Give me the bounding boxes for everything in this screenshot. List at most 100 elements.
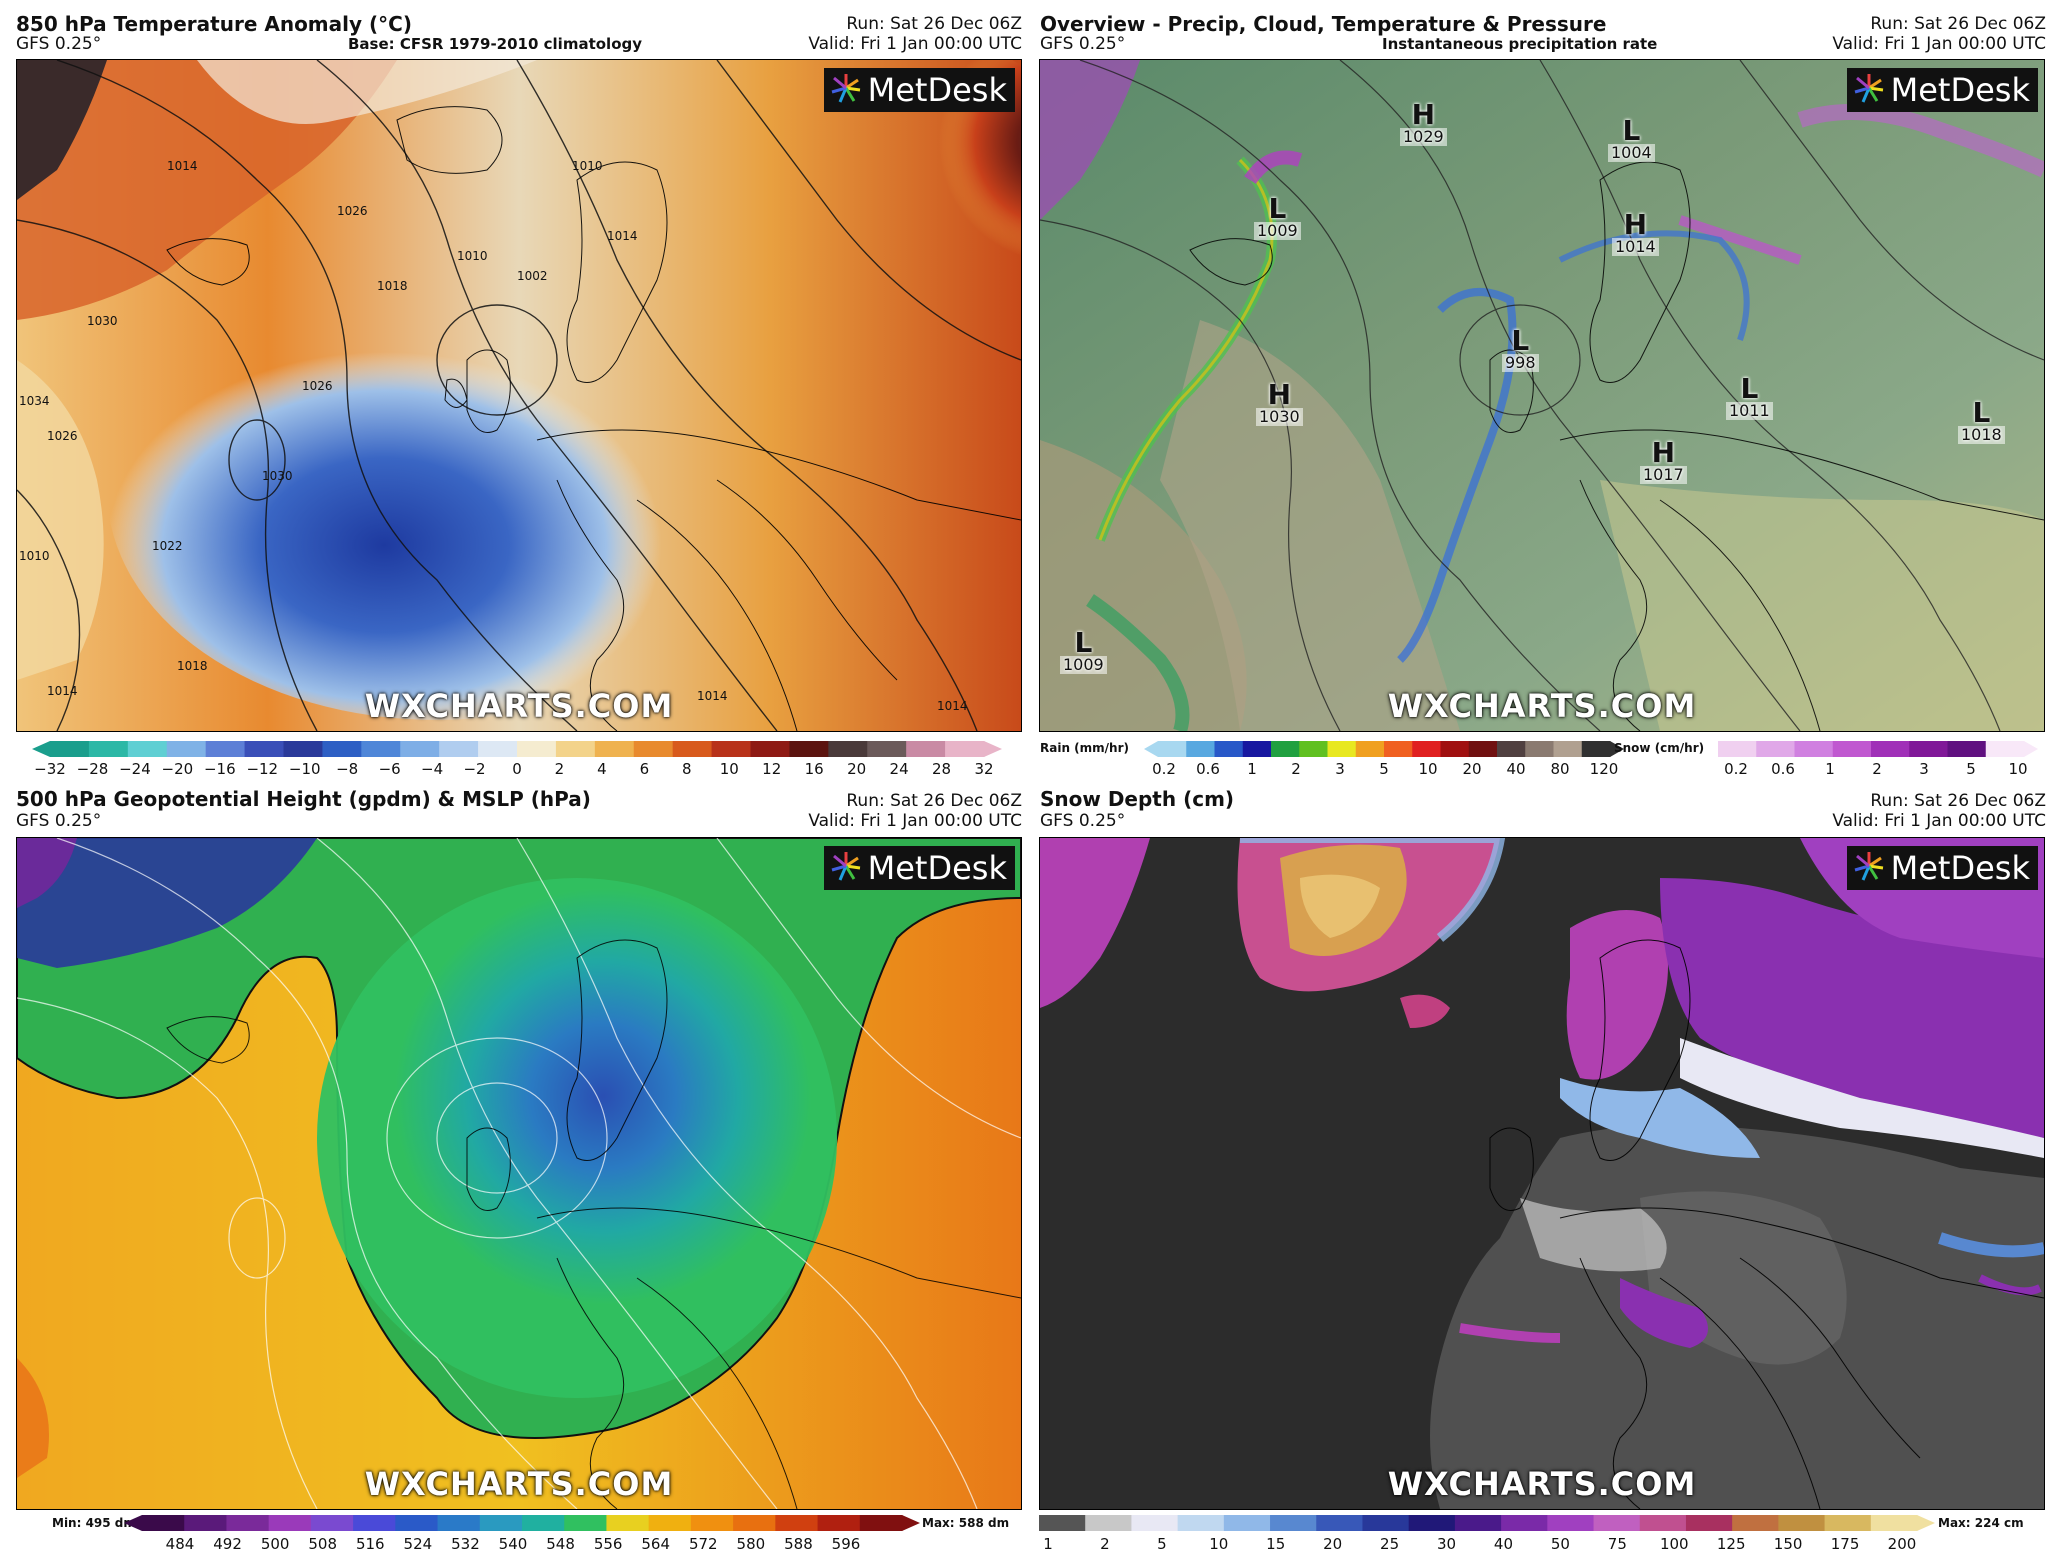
scale-swatch [1412, 741, 1441, 757]
isobar-label: 1022 [152, 539, 183, 553]
scale-tick-label: −10 [288, 760, 321, 778]
scale-tick-label: 10 [1418, 760, 1438, 778]
pressure-center: L 1009 [1060, 629, 1107, 674]
scale-swatch [555, 741, 596, 757]
scale-tick-label: 200 [1887, 1535, 1917, 1553]
scale-tick-label: 6 [639, 760, 650, 778]
scale-tick-label: −24 [119, 760, 151, 778]
metdesk-logo: MetDesk [1846, 68, 2038, 112]
panel-geopotential: 500 hPa Geopotential Height (gpdm) & MSL… [0, 783, 1024, 1566]
scale-tick-label: 28 [931, 760, 952, 778]
panel-title: 850 hPa Temperature Anomaly (°C) [16, 12, 412, 36]
scale-swatch [1299, 741, 1328, 757]
scale-swatch [828, 741, 868, 757]
scale-tick-label: 8 [682, 760, 692, 778]
pressure-type: L [1740, 372, 1759, 405]
isobar-label: 1002 [517, 269, 548, 283]
watermark: WXCHARTS.COM [1387, 1465, 1697, 1503]
isobar-label: 1014 [47, 684, 78, 698]
scale-swatch [361, 741, 401, 757]
scale-swatch [142, 1515, 185, 1531]
metdesk-burst-icon [831, 852, 860, 881]
scale-tick-label: 50 [1550, 1535, 1570, 1553]
scale-bars [1718, 741, 2025, 757]
scale-tick-label: 2 [554, 760, 565, 778]
scale-swatch [522, 1515, 565, 1531]
pressure-type: L [1511, 324, 1530, 357]
run-label: Run: Sat 26 Dec 06Z [846, 791, 1022, 811]
min-label: Min: 495 dm [52, 1516, 136, 1530]
scale-tick-label: 32 [974, 760, 994, 778]
isobar-label: 1014 [167, 159, 198, 173]
overview-map[interactable]: H 1029 L 1004 L 1009 H 1014 L 998 H 1030 L 1011… [1039, 59, 2045, 732]
scale-tick-label: 1 [1247, 760, 1257, 778]
pressure-type: L [1622, 114, 1641, 147]
scale-swatch [1718, 741, 1757, 757]
isobar-label: 1034 [19, 394, 50, 408]
pressure-value: 1029 [1400, 128, 1447, 146]
scale-tick-label: 25 [1380, 1535, 1400, 1553]
scale-swatch [750, 741, 790, 757]
scale-swatch [1327, 741, 1357, 757]
scale-tick-label: 2 [1100, 1535, 1110, 1553]
max-label: Max: 588 dm [922, 1516, 1010, 1530]
scale-tick-label: 30 [1436, 1535, 1457, 1553]
scale-tick-label: 75 [1607, 1535, 1627, 1553]
isobar-label: 1018 [377, 279, 408, 293]
snow-rate-scale-ticks: 0.2 0.6 1 2 3 5 10 [1724, 760, 2027, 780]
scale-swatch [226, 1515, 270, 1531]
scale-tick-label: 492 [213, 1535, 242, 1553]
scale-swatch [1685, 1515, 1733, 1531]
scale-tick-label: −28 [76, 760, 109, 778]
scale-swatch [1270, 1515, 1317, 1531]
scale-swatch [478, 741, 518, 757]
isobar-label: 1026 [302, 379, 333, 393]
scale-swatch [1158, 741, 1187, 757]
scale-tick-label: 540 [498, 1535, 528, 1553]
scale-tick-label: 1 [1825, 760, 1835, 778]
scale-swatch [184, 1515, 227, 1531]
geopotential-scale [124, 1515, 920, 1531]
temperature-map[interactable]: 1014 1026 1030 1034 1026 1010 1014 1018 … [16, 59, 1022, 732]
scale-tick-label: 0.6 [1196, 760, 1220, 778]
geopotential-map[interactable]: MetDesk WXCHARTS.COM [16, 837, 1022, 1510]
scale-arrow-right [984, 741, 1002, 757]
snow-depth-map-graphic [1040, 838, 2044, 1509]
pressure-type: L [1268, 192, 1287, 225]
scale-tick-label: 572 [688, 1535, 718, 1553]
scale-tick-label: 1 [1043, 1535, 1053, 1553]
rain-scale-label: Rain (mm/hr) [1040, 741, 1129, 755]
model-label: GFS 0.25° [16, 34, 102, 54]
pressure-center: H 1030 [1256, 381, 1303, 426]
pressure-type: H [1623, 208, 1648, 241]
snow-depth-map[interactable]: MetDesk WXCHARTS.COM [1039, 837, 2045, 1510]
overview-map-graphic [1040, 60, 2044, 731]
isobar-label: 1014 [697, 689, 728, 703]
pressure-type: L [1972, 396, 1991, 429]
scale-swatch [606, 1515, 650, 1531]
valid-label: Valid: Fri 1 Jan 00:00 UTC [808, 34, 1022, 54]
scale-swatch [648, 1515, 692, 1531]
scale-swatch [1501, 1515, 1548, 1531]
pressure-center: L 1011 [1726, 375, 1773, 420]
scale-swatch [1085, 1515, 1132, 1531]
scale-tick-label: 556 [593, 1535, 623, 1553]
scale-tick-label: 2 [1872, 760, 1882, 778]
logo-text: MetDesk [1890, 71, 2030, 109]
scale-swatch [775, 1515, 819, 1531]
scale-tick-label: 100 [1659, 1535, 1689, 1553]
pressure-type: L [1074, 626, 1093, 659]
scale-tick-label: 20 [1462, 760, 1482, 778]
pressure-type: H [1651, 436, 1676, 469]
scale-arrow-right [1917, 1515, 1935, 1531]
scale-bars [1039, 1515, 1918, 1531]
scale-swatch [1355, 741, 1385, 757]
rain-scale [1144, 741, 1624, 757]
scale-tick-label: 588 [784, 1535, 813, 1553]
scale-arrow-left [124, 1515, 142, 1531]
scale-swatch [1732, 1515, 1779, 1531]
scale-swatch [439, 741, 479, 757]
scale-tick-label: 16 [804, 760, 824, 778]
scale-swatch [817, 1515, 861, 1531]
metdesk-logo: MetDesk [823, 68, 1015, 112]
